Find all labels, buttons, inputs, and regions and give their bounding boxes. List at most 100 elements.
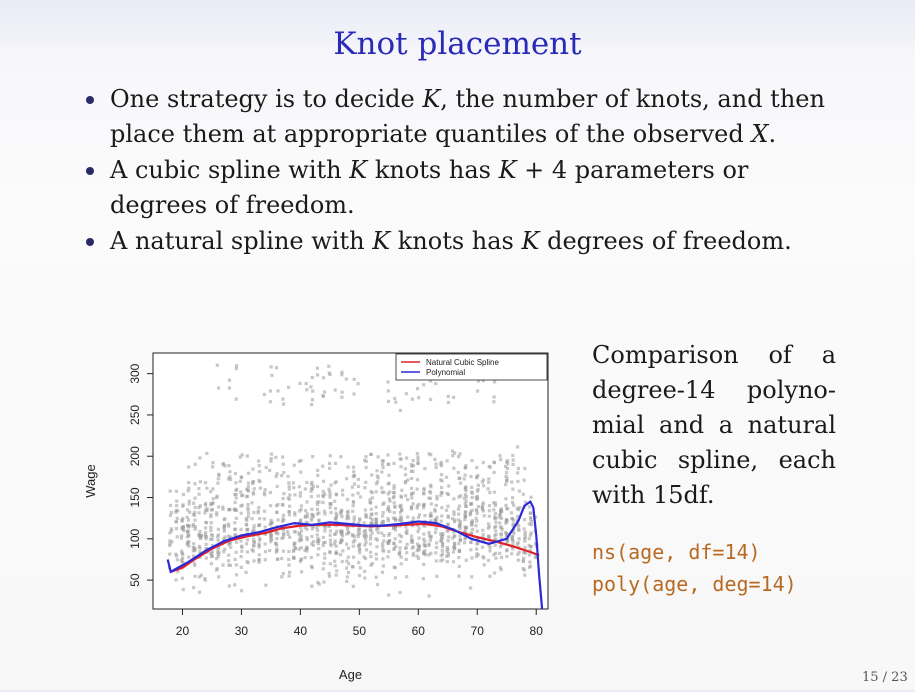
data-point	[286, 474, 290, 479]
data-point	[499, 457, 503, 462]
data-point	[351, 555, 356, 559]
data-point	[398, 540, 402, 544]
data-point	[362, 569, 367, 573]
data-point	[346, 555, 350, 559]
data-point	[504, 521, 508, 525]
data-point	[403, 479, 408, 484]
data-point	[470, 491, 474, 495]
data-point	[322, 541, 326, 545]
data-point	[246, 488, 250, 492]
data-point	[268, 389, 273, 393]
data-point	[439, 532, 443, 536]
code-snippets: ns(age, df=14) poly(age, deg=14)	[592, 536, 797, 600]
data-point	[452, 512, 456, 517]
data-point	[257, 558, 262, 562]
data-point	[457, 555, 461, 560]
data-point	[340, 532, 344, 536]
data-point	[239, 539, 243, 543]
data-point	[481, 478, 486, 482]
data-point	[245, 495, 249, 499]
data-point	[475, 519, 479, 523]
data-point	[400, 508, 404, 513]
data-point	[328, 562, 332, 566]
data-point	[299, 534, 303, 538]
data-point	[386, 492, 390, 496]
data-point	[334, 532, 338, 536]
data-point	[244, 570, 248, 574]
data-point	[268, 400, 273, 404]
data-point	[187, 502, 191, 506]
data-point	[445, 529, 449, 533]
data-point	[309, 385, 313, 389]
data-point	[403, 467, 408, 471]
data-point	[494, 533, 498, 537]
caption-line: degree-14 polyno-	[592, 376, 836, 404]
data-point	[222, 529, 226, 533]
data-point	[180, 519, 184, 523]
data-point	[380, 514, 385, 518]
data-point	[181, 552, 185, 556]
data-point	[488, 490, 492, 495]
series-line-polynomial	[166, 499, 544, 609]
data-point	[445, 549, 449, 553]
data-point	[351, 565, 355, 569]
data-point	[305, 388, 309, 392]
data-point	[415, 387, 420, 391]
data-point	[197, 511, 201, 515]
data-point	[416, 544, 421, 549]
data-point	[174, 489, 179, 493]
data-point	[499, 536, 503, 540]
code-line: ns(age, df=14)	[592, 540, 761, 564]
data-point	[340, 534, 345, 538]
data-point	[475, 389, 480, 393]
data-point	[310, 534, 314, 539]
data-point	[351, 493, 355, 497]
data-point	[333, 542, 337, 546]
data-point	[376, 526, 380, 531]
data-point	[381, 519, 385, 524]
math-symbol: K	[521, 227, 540, 255]
data-point	[356, 491, 360, 495]
data-point	[228, 477, 233, 482]
data-point	[486, 526, 490, 530]
data-point	[417, 396, 421, 400]
data-point	[317, 538, 321, 542]
data-point	[252, 524, 256, 528]
data-point	[382, 533, 386, 538]
data-point	[340, 370, 344, 374]
data-point	[410, 524, 414, 528]
data-point	[275, 510, 279, 515]
data-point	[280, 519, 285, 523]
data-point	[281, 528, 286, 532]
data-point	[528, 533, 532, 537]
data-point	[297, 459, 301, 463]
data-point	[352, 534, 356, 539]
data-point	[310, 542, 314, 546]
data-point	[246, 508, 250, 512]
data-point	[303, 487, 307, 491]
data-point	[456, 454, 461, 459]
data-point	[315, 528, 320, 533]
data-point	[492, 501, 496, 505]
data-point	[492, 400, 496, 404]
data-point	[458, 534, 462, 538]
data-point	[380, 486, 384, 490]
data-point	[216, 527, 220, 531]
data-point	[199, 573, 203, 577]
data-point	[487, 514, 491, 518]
data-point	[415, 542, 420, 546]
data-point	[305, 480, 309, 485]
data-point	[381, 545, 385, 549]
data-point	[197, 492, 201, 496]
data-point	[510, 500, 515, 505]
data-point	[446, 504, 450, 508]
data-point	[516, 479, 520, 484]
data-point	[428, 538, 433, 542]
data-point	[238, 455, 242, 459]
data-point	[352, 482, 357, 486]
data-point	[227, 386, 232, 390]
data-point	[386, 519, 390, 523]
data-point	[445, 554, 449, 558]
data-point	[421, 504, 426, 508]
data-point	[217, 386, 221, 390]
